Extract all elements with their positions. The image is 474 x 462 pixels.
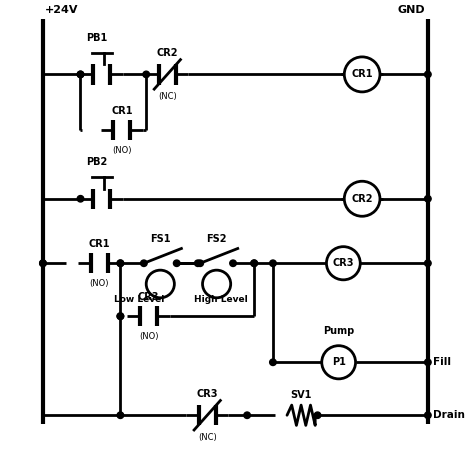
- Circle shape: [77, 71, 84, 78]
- Text: CR3: CR3: [333, 258, 354, 268]
- Circle shape: [77, 71, 84, 78]
- Text: Pump: Pump: [323, 326, 354, 335]
- Circle shape: [117, 313, 124, 319]
- Circle shape: [173, 260, 180, 267]
- Circle shape: [230, 260, 237, 267]
- Circle shape: [194, 260, 201, 267]
- Circle shape: [270, 359, 276, 365]
- Circle shape: [117, 260, 124, 267]
- Text: PB2: PB2: [86, 158, 108, 167]
- Circle shape: [270, 260, 276, 267]
- Text: (NC): (NC): [158, 92, 177, 101]
- Circle shape: [141, 260, 147, 267]
- Text: High Level: High Level: [194, 295, 248, 304]
- Text: CR3: CR3: [138, 292, 159, 303]
- Text: (NO): (NO): [90, 280, 109, 288]
- Circle shape: [425, 71, 431, 78]
- Text: PB1: PB1: [86, 33, 108, 43]
- Circle shape: [425, 260, 431, 267]
- Circle shape: [425, 359, 431, 365]
- Circle shape: [143, 71, 149, 78]
- Circle shape: [244, 412, 250, 419]
- Text: (NC): (NC): [198, 433, 217, 442]
- Text: CR2: CR2: [156, 48, 178, 58]
- Text: SV1: SV1: [291, 390, 312, 400]
- Text: CR1: CR1: [89, 239, 110, 249]
- Circle shape: [117, 260, 124, 267]
- Text: P1: P1: [332, 357, 346, 367]
- Text: FS1: FS1: [150, 234, 171, 244]
- Circle shape: [117, 313, 124, 319]
- Circle shape: [425, 412, 431, 419]
- Text: (NO): (NO): [112, 146, 132, 155]
- Circle shape: [251, 260, 257, 267]
- Circle shape: [425, 195, 431, 202]
- Circle shape: [197, 260, 203, 267]
- Circle shape: [77, 195, 84, 202]
- Text: CR1: CR1: [111, 106, 133, 116]
- Circle shape: [251, 260, 257, 267]
- Text: CR1: CR1: [351, 69, 373, 79]
- Text: CR3: CR3: [197, 389, 218, 399]
- Circle shape: [314, 412, 321, 419]
- Text: (NO): (NO): [139, 332, 158, 341]
- Text: Low Level: Low Level: [114, 295, 164, 304]
- Circle shape: [117, 412, 124, 419]
- Text: FS2: FS2: [206, 234, 227, 244]
- Text: CR2: CR2: [351, 194, 373, 204]
- Text: Fill: Fill: [433, 357, 451, 367]
- Text: GND: GND: [398, 5, 426, 14]
- Text: +24V: +24V: [46, 5, 79, 14]
- Text: Drain: Drain: [433, 410, 465, 420]
- Circle shape: [40, 260, 46, 267]
- Circle shape: [40, 260, 46, 267]
